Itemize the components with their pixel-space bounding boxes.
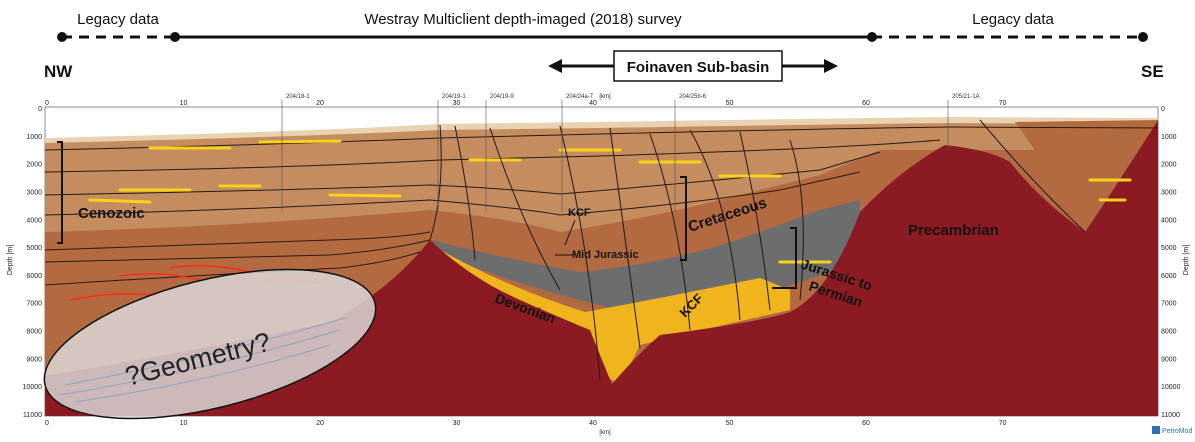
coverage-end-dot — [57, 32, 67, 42]
depth-tick-label: 3000 — [1161, 189, 1177, 196]
label-mid-jurassic: Mid Jurassic — [572, 249, 639, 261]
petromod-logo-icon — [1152, 426, 1160, 434]
well-label: 204/18-1 — [286, 94, 310, 100]
distance-unit-bottom: [km] — [599, 430, 611, 436]
depth-tick-label: 7000 — [26, 301, 42, 308]
left-legacy-label: Legacy data — [77, 11, 159, 28]
distance-tick-label: 10 — [180, 420, 188, 427]
distance-tick-label: 0 — [45, 420, 49, 427]
depth-tick-label: 1000 — [1161, 134, 1177, 141]
depth-tick-label: 6000 — [26, 273, 42, 280]
distance-tick-label: 30 — [453, 420, 461, 427]
depth-tick-label: 7000 — [1161, 301, 1177, 308]
depth-tick-label: 9000 — [26, 356, 42, 363]
distance-tick-label: 50 — [726, 100, 734, 107]
depth-axis-title-left: Depth [m] — [7, 245, 14, 275]
survey-label: Westray Multiclient depth-imaged (2018) … — [364, 11, 682, 28]
distance-tick-label: 30 — [453, 100, 461, 107]
well-label: 204/19-1 — [442, 94, 466, 100]
distance-tick-label: 20 — [316, 420, 324, 427]
sand-stringers — [88, 139, 1132, 264]
depth-tick-label: 4000 — [26, 217, 42, 224]
depth-tick-label: 2000 — [1161, 162, 1177, 169]
arrowhead-right-icon — [824, 59, 838, 73]
well-markers: 204/18-1 204/19-1 204/19-9 204/24a-7 204… — [281, 94, 980, 212]
layer-right-basin — [1015, 120, 1158, 232]
depth-axis-right: 0 1000 2000 3000 4000 5000 6000 7000 8000 9000 100… — [1161, 106, 1181, 419]
depth-tick-label: 10000 — [23, 384, 43, 391]
distance-tick-label: 20 — [316, 100, 324, 107]
depth-tick-label: 5000 — [26, 245, 42, 252]
distance-axis-bottom: 0 10 20 30 40 50 60 70 — [45, 420, 1006, 427]
horizon-lines — [44, 126, 1159, 286]
geometry-ghost-lines — [59, 317, 346, 403]
well-label: 204/24a-7 — [566, 94, 594, 100]
depth-tick-label: 8000 — [26, 329, 42, 336]
depth-tick-label: 5000 — [1161, 245, 1177, 252]
distance-axis-top: 0 10 20 30 40 50 60 70 — [45, 100, 1006, 107]
distance-unit-top: [km] — [599, 94, 611, 100]
distance-tick-label: 70 — [999, 420, 1007, 427]
layer-devonian — [420, 244, 790, 385]
coverage-end-dot — [170, 32, 180, 42]
kcf-upper-pointer — [564, 219, 576, 246]
geometry-annotation: ?Geometry? — [43, 268, 377, 420]
well-label: 204/25b-6 — [679, 94, 707, 100]
depth-tick-label: 0 — [38, 106, 42, 113]
nw-direction-label: NW — [44, 62, 73, 81]
depth-tick-label: 11000 — [23, 412, 42, 419]
depth-tick-label: 11000 — [1161, 412, 1180, 419]
subbasin-label: Foinaven Sub-basin — [627, 59, 770, 76]
distance-tick-label: 40 — [589, 420, 597, 427]
petromod-credit: PetroMod — [1162, 428, 1192, 435]
cretaceous-bracket — [680, 176, 687, 261]
depth-tick-label: 10000 — [1161, 384, 1181, 391]
distance-tick-label: 40 — [589, 100, 597, 107]
survey-coverage-bar: Legacy data Westray Multiclient depth-im… — [44, 11, 1164, 81]
horizon-line — [44, 171, 861, 216]
distance-tick-label: 70 — [999, 100, 1007, 107]
fault-lines — [429, 119, 1086, 381]
subbasin-box — [613, 50, 783, 82]
coverage-end-dot — [1138, 32, 1148, 42]
distance-tick-label: 60 — [862, 100, 870, 107]
depth-axis-left: 0 1000 2000 3000 4000 5000 6000 7000 8000 9000 100… — [23, 106, 43, 419]
depth-tick-label: 3000 — [26, 189, 42, 196]
distance-tick-label: 50 — [726, 420, 734, 427]
se-direction-label: SE — [1141, 62, 1164, 81]
cenozoic-bracket — [57, 141, 63, 244]
well-label: 204/19-9 — [490, 94, 514, 100]
right-legacy-label: Legacy data — [972, 11, 1054, 28]
coverage-end-dot — [867, 32, 877, 42]
depth-tick-label: 0 — [1161, 106, 1165, 113]
subbasin-indicator: Foinaven Sub-basin — [548, 50, 838, 82]
depth-tick-label: 9000 — [1161, 356, 1177, 363]
depth-axis-title-right: Depth [m] — [1183, 245, 1190, 275]
label-cenozoic: Cenozoic — [78, 205, 145, 222]
well-label: 205/21-1A — [952, 94, 980, 100]
arrowhead-left-icon — [548, 59, 562, 73]
depth-tick-label: 1000 — [26, 134, 42, 141]
distance-tick-label: 10 — [180, 100, 188, 107]
horizon-line — [44, 231, 431, 251]
depth-tick-label: 4000 — [1161, 217, 1177, 224]
distance-tick-label: 0 — [45, 100, 49, 107]
depth-tick-label: 6000 — [1161, 273, 1177, 280]
label-precambrian: Precambrian — [908, 222, 999, 239]
depth-tick-label: 2000 — [26, 162, 42, 169]
horizon-line — [44, 126, 1159, 151]
horizon-line — [44, 151, 881, 196]
jurassic-bracket — [772, 227, 797, 289]
horizon-line — [44, 239, 431, 263]
label-kcf-upper: KCF — [568, 207, 591, 219]
depth-tick-label: 8000 — [1161, 329, 1177, 336]
geometry-ellipse — [43, 268, 377, 420]
distance-tick-label: 60 — [862, 420, 870, 427]
horizon-line — [44, 139, 941, 173]
